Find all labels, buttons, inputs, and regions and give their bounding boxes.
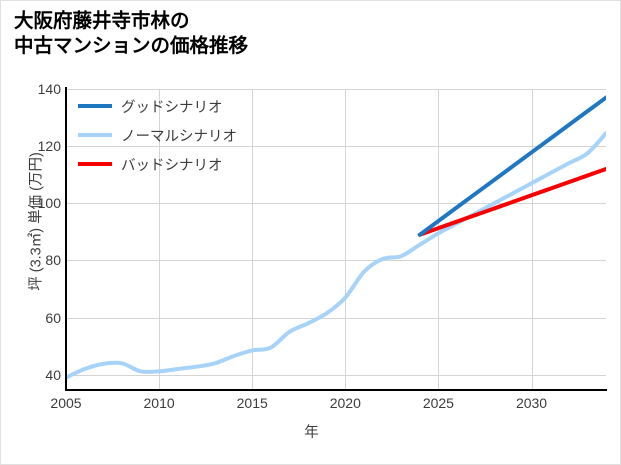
gridline-horizontal [66, 203, 606, 205]
legend-item[interactable]: ノーマルシナリオ [78, 126, 237, 145]
legend-item-label: バッドシナリオ [121, 157, 223, 174]
chart-legend: グッドシナリオ ノーマルシナリオ バッドシナリオ [78, 93, 237, 174]
gridline-vertical [345, 89, 347, 389]
y-axis-tick-label: 120 [37, 138, 61, 155]
legend-item-label: グッドシナリオ [121, 99, 223, 116]
line-swatch-icon [78, 162, 112, 166]
x-axis-tick-label: 2020 [329, 395, 361, 411]
line-swatch-icon [78, 104, 112, 108]
page-title: 大阪府藤井寺市林の 中古マンションの価格推移 [14, 10, 249, 57]
series-line [417, 167, 606, 237]
y-axis-spine [65, 87, 67, 391]
y-axis-tick-label: 140 [37, 81, 61, 97]
y-axis-tick-labels: 40 60 80 100 120 140 [1, 81, 61, 389]
legend-item[interactable]: グッドシナリオ [78, 97, 237, 116]
gridline-vertical [159, 89, 161, 389]
gridline-vertical [438, 89, 440, 389]
y-axis-tick-label: 100 [37, 195, 61, 212]
y-axis-tick-label: 60 [45, 309, 61, 326]
x-axis-tick-label: 2015 [236, 395, 268, 411]
gridline-horizontal [66, 146, 606, 148]
gridline-vertical [252, 89, 254, 389]
gridline-horizontal [66, 317, 606, 319]
line-swatch-icon [78, 133, 112, 137]
x-axis-tick-label: 2030 [515, 395, 548, 411]
series-line [66, 131, 606, 380]
y-axis-tick-label: 40 [45, 366, 61, 383]
legend-item[interactable]: バッドシナリオ [78, 155, 237, 174]
y-axis-label: 坪 (3.3㎡) 単価 (万円) [28, 152, 45, 291]
gridline-vertical [531, 89, 533, 389]
legend-item-label: ノーマルシナリオ [121, 128, 237, 145]
x-axis-label: 年 [304, 425, 319, 441]
x-axis-tick-label: 2005 [50, 395, 82, 411]
y-axis-tick-label: 80 [45, 252, 61, 269]
gridline-horizontal [66, 374, 606, 376]
x-axis-tick-label: 2025 [422, 395, 454, 411]
plot-background [66, 89, 606, 389]
series-lines [66, 95, 606, 380]
gridline-horizontal [66, 260, 606, 262]
series-line [417, 95, 606, 237]
gridline-horizontal [66, 89, 606, 90]
x-axis-spine [65, 389, 607, 391]
x-axis-tick-labels: 2005 2010 2015 2020 2025 2030 [50, 395, 606, 417]
x-axis-tick-label: 2010 [143, 395, 175, 411]
